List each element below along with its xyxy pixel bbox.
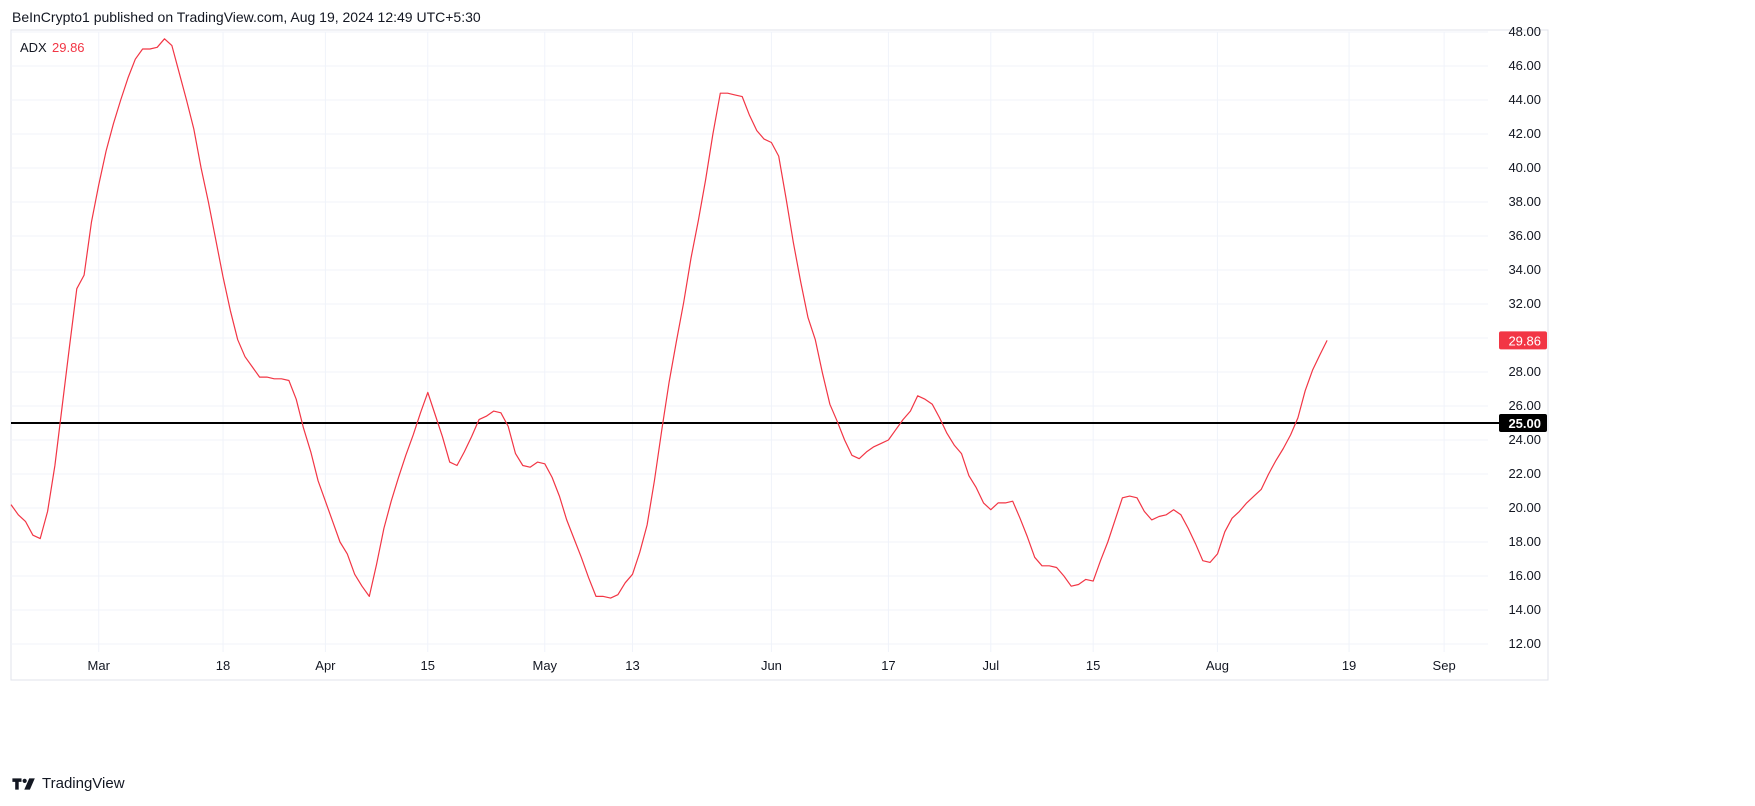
- x-tick-label: Aug: [1206, 658, 1229, 673]
- x-tick-label: 19: [1342, 658, 1356, 673]
- brand-name: TradingView: [42, 775, 125, 792]
- indicator-value: 29.86: [52, 40, 85, 55]
- y-tick-label: 14.00: [1508, 602, 1541, 617]
- y-tick-label: 28.00: [1508, 364, 1541, 379]
- x-tick-label: 15: [421, 658, 435, 673]
- threshold-badge-label: 25.00: [1508, 416, 1541, 431]
- y-tick-label: 20.00: [1508, 500, 1541, 515]
- y-tick-label: 36.00: [1508, 228, 1541, 243]
- adx-chart: 12.00 14.00 16.00 18.00 20.00 22.00 24.00 26.00…: [10, 24, 1549, 681]
- x-tick-label: 13: [625, 658, 639, 673]
- x-tick-label: Jun: [761, 658, 782, 673]
- y-tick-label: 46.00: [1508, 58, 1541, 73]
- tradingview-logo[interactable]: TradingView: [12, 775, 125, 792]
- x-tick-label: Jul: [982, 658, 999, 673]
- x-tick-label: Sep: [1433, 658, 1456, 673]
- indicator-name: ADX: [20, 40, 47, 55]
- y-tick-label: 38.00: [1508, 194, 1541, 209]
- y-tick-label: 26.00: [1508, 398, 1541, 413]
- y-tick-label: 18.00: [1508, 534, 1541, 549]
- x-tick-label: 17: [881, 658, 895, 673]
- y-tick-label: 24.00: [1508, 432, 1541, 447]
- x-tick-label: 18: [216, 658, 230, 673]
- y-tick-label: 34.00: [1508, 262, 1541, 277]
- tradingview-logo-icon: [12, 777, 35, 790]
- last-value-badge-label: 29.86: [1508, 333, 1541, 348]
- threshold-badge: [1499, 414, 1547, 432]
- x-tick-label: 15: [1086, 658, 1100, 673]
- y-tick-label: 16.00: [1508, 568, 1541, 583]
- y-tick-label: 42.00: [1508, 126, 1541, 141]
- chart-frame: [10, 29, 1549, 681]
- x-tick-label: Apr: [315, 658, 336, 673]
- x-tick-label: Mar: [88, 658, 111, 673]
- y-tick-label: 12.00: [1508, 636, 1541, 651]
- y-tick-label: 44.00: [1508, 92, 1541, 107]
- last-value-badge: [1499, 331, 1547, 350]
- x-tick-label: May: [532, 658, 557, 673]
- y-tick-label: 32.00: [1508, 296, 1541, 311]
- adx-line: [10, 38, 1328, 599]
- y-tick-label: 22.00: [1508, 466, 1541, 481]
- y-tick-label: 48.00: [1508, 24, 1541, 39]
- publish-info: BeInCrypto1 published on TradingView.com…: [12, 9, 481, 25]
- y-tick-label: 40.00: [1508, 160, 1541, 175]
